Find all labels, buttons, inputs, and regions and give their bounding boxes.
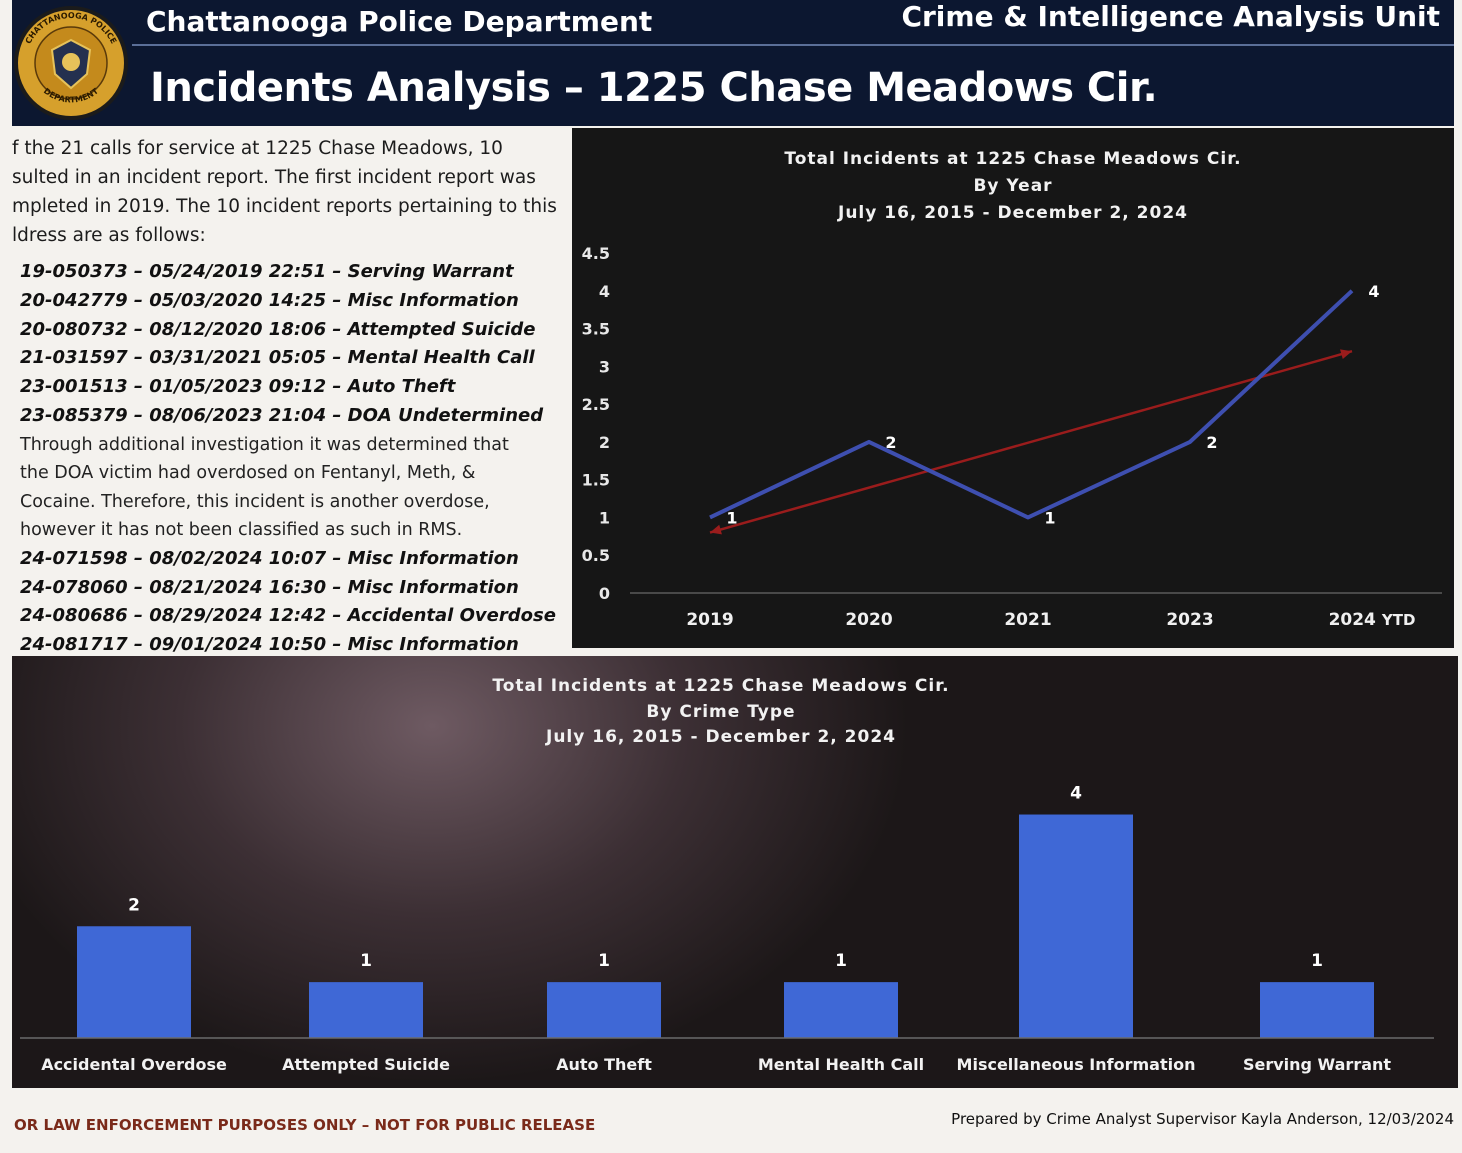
data-label: 1 <box>1044 508 1055 527</box>
y-tick-label: 3.5 <box>582 320 610 339</box>
doa-note-line: however it has not been classified as su… <box>20 520 463 541</box>
data-label: 2 <box>1206 433 1217 452</box>
summary-line: f the 21 calls for service at 1225 Chase… <box>12 138 503 159</box>
trend-line <box>709 349 1353 535</box>
series-polyline <box>709 289 1354 520</box>
footer-disclaimer: OR LAW ENFORCEMENT PURPOSES ONLY – NOT F… <box>14 1116 596 1134</box>
incident-entry: 24-078060 – 08/21/2024 16:30 – Misc Info… <box>20 576 519 598</box>
chart-subtitle: By Crime Type <box>646 702 795 722</box>
summary-line: ldress are as follows: <box>12 225 206 246</box>
x-tick-label: 2024 YTD <box>1329 610 1416 630</box>
category-label: Serving Warrant <box>1243 1055 1391 1074</box>
category-label: Mental Health Call <box>758 1055 924 1074</box>
doa-note-line: Through additional investigation it was … <box>20 434 509 455</box>
y-tick-label: 3 <box>599 357 610 376</box>
category-label: Attempted Suicide <box>282 1055 450 1074</box>
incidents-by-type-chart: Total Incidents at 1225 Chase Meadows Ci… <box>20 676 1434 1074</box>
summary-line: mpleted in 2019. The 10 incident reports… <box>12 196 557 217</box>
footer-prepared-by: Prepared by Crime Analyst Supervisor Kay… <box>951 1110 1454 1128</box>
incident-entry: 21-031597 – 03/31/2021 05:05 – Mental He… <box>20 347 535 369</box>
header-divider <box>132 44 1454 46</box>
category-label: Accidental Overdose <box>41 1055 227 1074</box>
x-tick-label: 2021 <box>1004 610 1051 630</box>
bar-chart-panel: Total Incidents at 1225 Chase Meadows Ci… <box>12 656 1458 1088</box>
bar <box>1260 982 1374 1038</box>
data-label: 1 <box>360 951 372 971</box>
data-label: 1 <box>835 951 847 971</box>
category-labels: Accidental Overdose Attempted Suicide Auto… <box>41 1055 1391 1074</box>
category-label: Miscellaneous Information <box>957 1055 1196 1074</box>
data-label: 1 <box>598 951 610 971</box>
chart-date-range: July 16, 2015 - December 2, 2024 <box>837 203 1188 223</box>
y-tick-label: 4 <box>599 282 610 301</box>
doa-note-line: Cocaine. Therefore, this incident is ano… <box>20 491 490 512</box>
report-title: Incidents Analysis – 1225 Chase Meadows … <box>150 65 1158 111</box>
bar <box>309 982 423 1038</box>
incident-entry: 19-050373 – 05/24/2019 22:51 – Serving W… <box>20 261 514 282</box>
data-label: 1 <box>1311 951 1323 971</box>
incident-entry: 20-042779 – 05/03/2020 14:25 – Misc Info… <box>20 289 519 311</box>
data-labels: 2 1 1 1 4 1 <box>128 784 1323 972</box>
data-label: 1 <box>726 508 737 527</box>
y-tick-label: 0.5 <box>582 546 610 565</box>
incident-entry: 20-080732 – 08/12/2020 18:06 – Attempted… <box>20 318 536 340</box>
x-tick-label: 2023 <box>1166 610 1213 630</box>
incident-entry: 24-080686 – 08/29/2024 12:42 – Accidenta… <box>20 605 556 627</box>
bars <box>77 814 1374 1038</box>
data-label: 4 <box>1368 282 1379 301</box>
summary-line: sulted in an incident report. The first … <box>12 167 536 188</box>
line-chart-panel: Total Incidents at 1225 Chase Meadows Ci… <box>572 128 1454 648</box>
x-tick-label: 2019 <box>686 610 733 630</box>
bar <box>547 982 661 1038</box>
incident-entry: 23-001513 – 01/05/2023 09:12 – Auto Thef… <box>20 376 456 398</box>
doa-note-line: the DOA victim had overdosed on Fentanyl… <box>20 463 476 484</box>
trend-line-segment <box>709 350 1353 534</box>
bar <box>1019 814 1133 1038</box>
y-tick-label: 4.5 <box>582 244 610 263</box>
category-label: Auto Theft <box>556 1055 652 1074</box>
chart-title: Total Incidents at 1225 Chase Meadows Ci… <box>784 149 1241 169</box>
data-label: 4 <box>1070 784 1082 804</box>
chart-date-range: July 16, 2015 - December 2, 2024 <box>545 727 896 747</box>
y-tick-label: 1.5 <box>582 471 610 490</box>
police-badge-icon: CHATTANOOGA POLICE DEPARTMENT <box>14 6 128 120</box>
chart-subtitle: By Year <box>973 176 1052 196</box>
incidents-by-year-chart: Total Incidents at 1225 Chase Meadows Ci… <box>582 149 1442 630</box>
y-tick-label: 2.5 <box>582 395 610 414</box>
bar <box>77 926 191 1038</box>
trend-arrow-head <box>1340 349 1352 360</box>
x-tick-suffix: YTD <box>1381 611 1416 629</box>
data-label: 2 <box>128 895 140 915</box>
y-tick-label: 0 <box>599 584 610 603</box>
summary-text: f the 21 calls for service at 1225 Chase… <box>12 134 560 250</box>
data-labels: 1 2 1 2 4 <box>726 282 1379 528</box>
data-label: 2 <box>885 433 896 452</box>
y-tick-label: 1 <box>599 508 610 527</box>
incident-entry: 23-085379 – 08/06/2023 21:04 – DOA Undet… <box>20 404 544 426</box>
incident-entry: 24-071598 – 08/02/2024 10:07 – Misc Info… <box>20 547 519 569</box>
unit-name: Crime & Intelligence Analysis Unit <box>901 0 1440 33</box>
x-tick-label: 2020 <box>845 610 892 630</box>
x-axis-ticks: 2019 2020 2021 2023 2024 YTD <box>686 610 1415 630</box>
chart-title: Total Incidents at 1225 Chase Meadows Ci… <box>492 676 949 696</box>
report-header: CHATTANOOGA POLICE DEPARTMENT Chattanoog… <box>12 0 1454 126</box>
trend-arrow-tail <box>710 524 722 535</box>
series-line <box>709 289 1354 520</box>
y-tick-label: 2 <box>599 433 610 452</box>
y-axis-ticks: 0 0.5 1 1.5 2 2.5 3 3.5 4 4.5 <box>582 244 610 603</box>
bar <box>784 982 898 1038</box>
incident-list: 19-050373 – 05/24/2019 22:51 – Serving W… <box>20 258 565 660</box>
incident-entry: 24-081717 – 09/01/2024 10:50 – Misc Info… <box>20 634 519 656</box>
department-name: Chattanooga Police Department <box>146 5 653 38</box>
